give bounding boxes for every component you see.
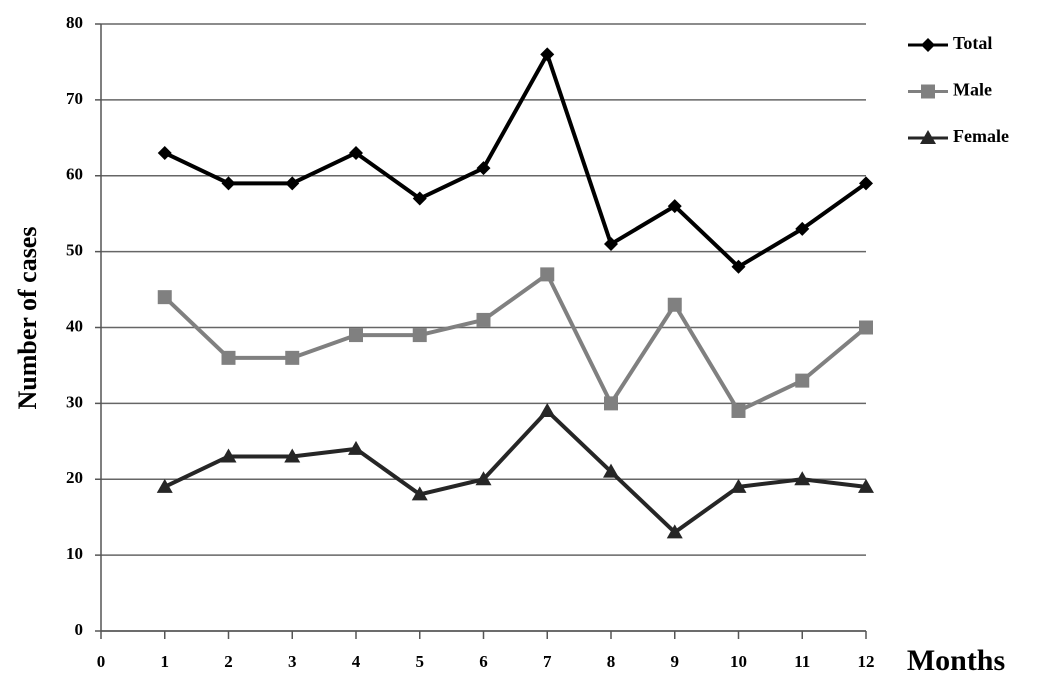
marker <box>859 176 873 191</box>
y-tick-label: 70 <box>66 89 83 108</box>
marker <box>221 350 236 365</box>
marker <box>795 221 810 236</box>
series-line <box>163 408 867 535</box>
marker <box>348 440 364 455</box>
y-tick-label: 40 <box>66 316 83 335</box>
marker <box>667 199 682 214</box>
legend-label: Total <box>953 33 992 53</box>
marker <box>859 320 873 335</box>
x-axis-label: Months <box>907 644 1005 677</box>
marker <box>411 486 428 501</box>
x-tick-label: 3 <box>288 652 297 671</box>
marker <box>666 524 683 539</box>
marker <box>476 161 491 176</box>
x-tick-label: 2 <box>224 652 233 671</box>
y-tick-label: 0 <box>75 620 84 639</box>
marker <box>603 463 619 478</box>
legend-label: Female <box>953 126 1009 146</box>
x-tick-label: 4 <box>352 652 361 671</box>
marker <box>284 448 301 463</box>
y-axis-label: Number of cases <box>13 227 42 410</box>
x-tick-label: 8 <box>607 652 616 671</box>
marker <box>349 145 363 160</box>
marker <box>920 130 936 144</box>
marker <box>539 402 556 417</box>
marker <box>540 47 555 62</box>
marker <box>349 328 363 343</box>
marker <box>731 259 746 274</box>
legend-label: Male <box>953 80 992 100</box>
x-tick-label: 9 <box>671 652 680 671</box>
y-tick-label: 60 <box>66 165 83 184</box>
x-tick-label: 7 <box>543 652 552 671</box>
y-tick-label: 10 <box>66 544 83 563</box>
marker <box>604 396 618 411</box>
marker <box>285 350 300 365</box>
x-tick-label: 10 <box>730 652 747 671</box>
marker <box>858 478 874 493</box>
marker <box>730 478 747 493</box>
x-tick-label: 11 <box>794 652 810 671</box>
marker <box>540 267 555 282</box>
marker <box>220 448 237 463</box>
x-tick-label: 1 <box>161 652 170 671</box>
marker <box>412 191 427 206</box>
marker <box>157 290 172 305</box>
y-tick-label: 20 <box>66 468 83 487</box>
x-tick-label: 12 <box>858 652 875 671</box>
marker <box>156 478 173 493</box>
series-line <box>163 272 868 413</box>
y-tick-label: 30 <box>66 392 83 411</box>
marker <box>921 38 935 52</box>
y-tick-label: 80 <box>66 13 83 32</box>
marker <box>921 84 935 99</box>
marker <box>731 403 746 418</box>
series-line <box>163 52 868 269</box>
marker <box>604 237 618 252</box>
marker <box>795 373 810 388</box>
x-tick-label: 5 <box>416 652 425 671</box>
marker <box>667 297 682 312</box>
y-tick-label: 50 <box>66 241 83 260</box>
marker <box>157 145 172 160</box>
marker <box>475 471 492 486</box>
marker <box>221 176 236 191</box>
x-tick-label: 6 <box>479 652 488 671</box>
marker <box>285 176 300 191</box>
marker <box>476 312 491 327</box>
x-tick-label: 0 <box>97 652 106 671</box>
marker <box>794 471 811 486</box>
marker <box>412 328 427 343</box>
